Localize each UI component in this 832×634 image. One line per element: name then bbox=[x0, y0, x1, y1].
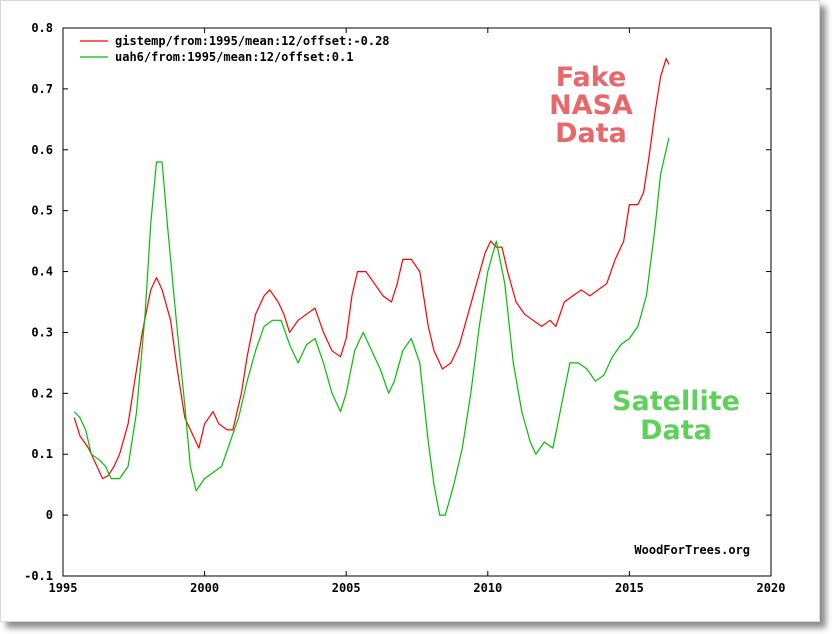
y-tick-label-2: 0.1 bbox=[31, 447, 53, 461]
chart-frame bbox=[0, 0, 820, 622]
x-tick-label-1: 2000 bbox=[190, 581, 219, 595]
annotation-satellite: Satellite Data bbox=[612, 386, 740, 446]
x-tick-label-0: 1995 bbox=[49, 581, 78, 595]
annotation-nasa-line-3: Data bbox=[555, 118, 627, 149]
y-tick-label-6: 0.5 bbox=[31, 204, 53, 218]
series-line-0 bbox=[73, 57, 670, 480]
credit-label: WoodForTrees.org bbox=[634, 543, 750, 557]
annotation-nasa-line-1: Fake bbox=[556, 62, 627, 93]
y-tick-label-8: 0.7 bbox=[31, 82, 53, 96]
legend-label-1: uah6/from:1995/mean:12/offset:0.1 bbox=[115, 50, 353, 64]
y-tick-label-9: 0.8 bbox=[31, 21, 53, 35]
y-tick-label-3: 0.2 bbox=[31, 386, 53, 400]
annotation-satellite-line-2: Data bbox=[640, 415, 712, 446]
axes-layer: 1995 2000 2005 2010 2015 2020 -0.1 0 0.1 0.2 0.3 0.… bbox=[24, 21, 785, 595]
plot-area-border bbox=[62, 27, 772, 577]
x-tick-label-4: 2015 bbox=[615, 581, 644, 595]
annotation-nasa-line-2: NASA bbox=[549, 90, 633, 121]
series-layer bbox=[73, 57, 670, 516]
x-tick-label-5: 2020 bbox=[757, 581, 786, 595]
y-tick-label-5: 0.4 bbox=[31, 265, 53, 279]
legend: gistemp/from:1995/mean:12/offset:-0.28 ua… bbox=[80, 34, 390, 64]
x-tick-label-3: 2010 bbox=[473, 581, 502, 595]
legend-label-0: gistemp/from:1995/mean:12/offset:-0.28 bbox=[115, 34, 390, 48]
annotation-nasa: Fake NASA Data bbox=[549, 62, 633, 149]
y-tick-label-1: 0 bbox=[46, 508, 53, 522]
annotation-satellite-line-1: Satellite bbox=[612, 386, 740, 417]
y-tick-label-0: -0.1 bbox=[24, 569, 53, 583]
y-tick-label-4: 0.3 bbox=[31, 325, 53, 339]
series-line-1 bbox=[73, 137, 670, 516]
x-tick-label-2: 2005 bbox=[332, 581, 361, 595]
y-tick-label-7: 0.6 bbox=[31, 143, 53, 157]
